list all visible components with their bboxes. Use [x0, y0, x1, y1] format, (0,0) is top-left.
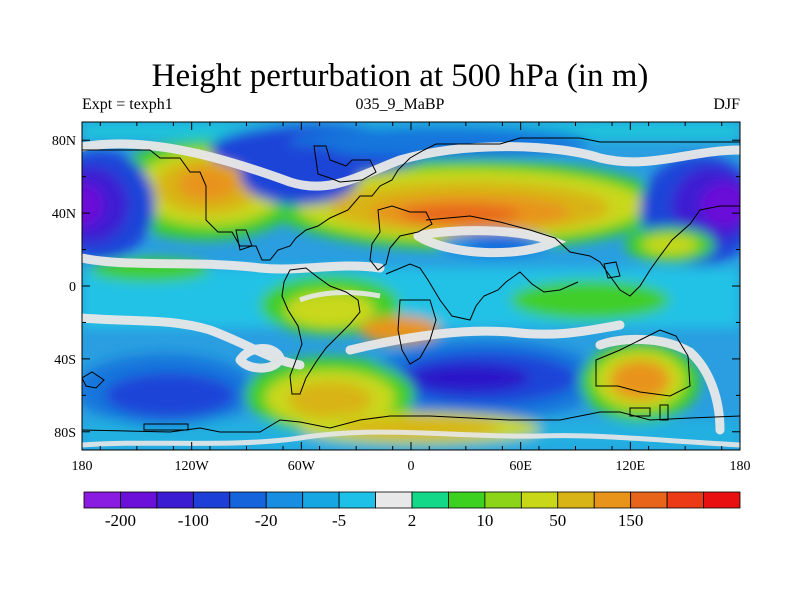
colorbar: -200 -100 -20 -5 2 10 50 150 — [83, 491, 741, 530]
colorbar-label: 10 — [476, 511, 493, 530]
lon-tick-label: 180 — [730, 459, 751, 474]
colorbar-swatch — [156, 491, 194, 509]
colorbar-label: 150 — [618, 511, 644, 530]
colorbar-swatch — [557, 491, 595, 509]
season-label: DJF — [713, 96, 740, 113]
lat-tick-label: 80N — [52, 134, 76, 149]
lon-tick-label: 120W — [175, 459, 210, 474]
lat-tick-label: 40N — [52, 207, 76, 222]
colorbar-swatch — [302, 491, 340, 509]
colorbar-swatch — [265, 491, 304, 509]
colorbar-swatch — [593, 491, 632, 509]
lon-tick-label: 120E — [616, 459, 646, 474]
colorbar-swatch — [83, 491, 121, 509]
lon-tick-label: 60E — [509, 459, 532, 474]
colorbar-label: -20 — [255, 511, 278, 530]
colorbar-swatch — [484, 491, 522, 509]
period-label: 035_9_MaBP — [355, 96, 445, 113]
chart-title: Height perturbation at 500 hPa (in m) — [151, 58, 649, 94]
experiment-label: Expt = texph1 — [82, 96, 173, 113]
lat-tick-label: 40S — [54, 353, 76, 368]
colorbar-swatch — [338, 491, 376, 509]
height-field — [82, 122, 740, 450]
colorbar-swatch — [120, 491, 158, 509]
colorbar-label: -200 — [105, 511, 136, 530]
colorbar-swatch — [375, 491, 413, 509]
colorbar-swatch — [192, 491, 231, 509]
colorbar-label: 2 — [408, 511, 417, 530]
colorbar-swatch — [630, 491, 668, 509]
colorbar-swatch — [411, 491, 449, 509]
colorbar-label: 50 — [549, 511, 566, 530]
lon-tick-label: 60W — [288, 459, 316, 474]
colorbar-swatch — [666, 491, 704, 509]
lon-tick-label: 0 — [408, 459, 415, 474]
colorbar-swatch — [520, 491, 559, 509]
longitude-axis: 180 120W 60W 0 60E 120E 180 — [72, 122, 751, 474]
latitude-axis: 80N 40N 0 40S 80S — [52, 134, 740, 441]
coastlines — [82, 137, 740, 433]
colorbar-swatch — [448, 491, 486, 509]
lat-tick-label: 80S — [54, 426, 76, 441]
colorbar-label: -5 — [332, 511, 346, 530]
lon-tick-label: 180 — [72, 459, 93, 474]
colorbar-swatch — [229, 491, 267, 509]
colorbar-label: -100 — [178, 511, 209, 530]
lat-tick-label: 0 — [69, 280, 76, 295]
colorbar-swatch — [703, 491, 741, 509]
